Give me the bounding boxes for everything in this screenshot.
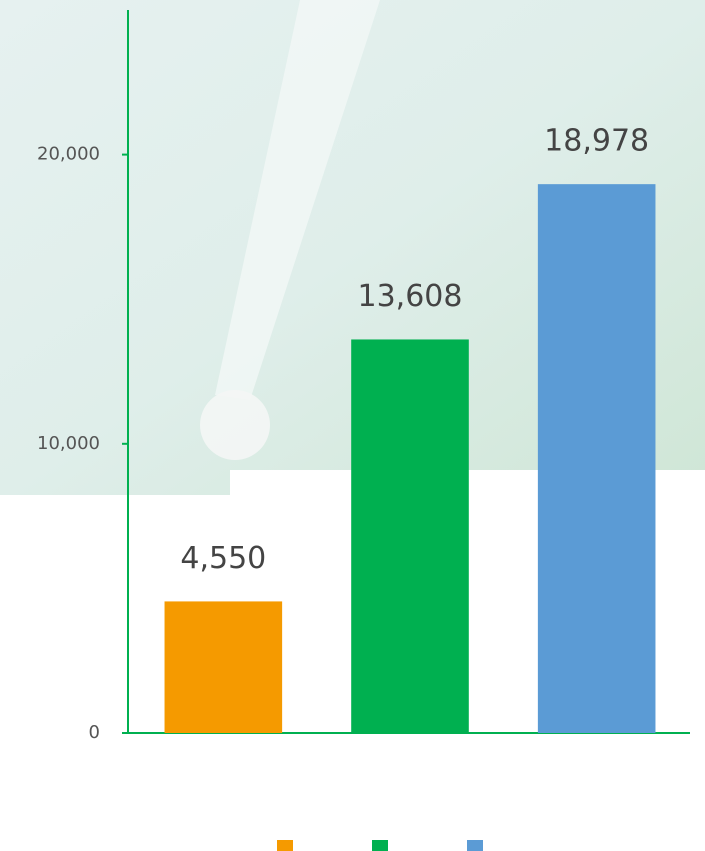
value-label: 13,608	[358, 279, 463, 314]
bar	[351, 339, 469, 733]
bar	[538, 184, 656, 733]
y-tick-label: 10,000	[37, 433, 100, 454]
y-tick-label: 20,000	[37, 144, 100, 165]
value-label: 18,978	[544, 124, 649, 159]
legend-swatch	[372, 840, 388, 851]
legend-swatch	[467, 840, 483, 851]
y-tick-label: 0	[89, 722, 100, 743]
value-label: 4,550	[180, 541, 266, 576]
legend-swatch	[277, 840, 293, 851]
chart: 0 10,000 20,000 4,550 13,608 18,978	[0, 0, 705, 851]
bar	[165, 601, 283, 733]
page: 010,00020,0004,55013,60818,978 (() => { …	[0, 0, 705, 851]
turbine-hub	[200, 390, 270, 460]
